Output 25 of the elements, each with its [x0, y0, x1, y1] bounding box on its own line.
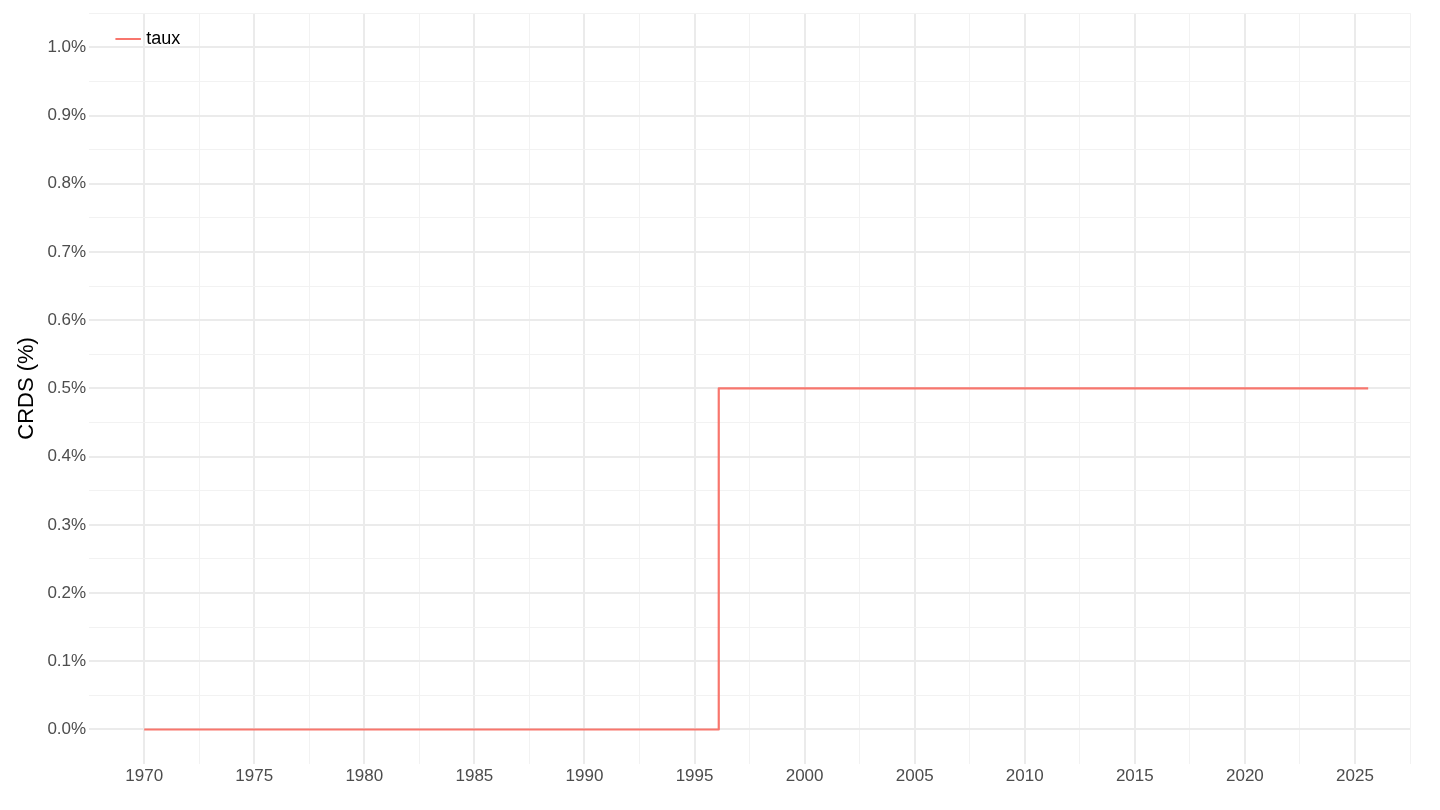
y-tick-label: 0.2% — [47, 582, 87, 602]
x-tick-label: 1985 — [455, 766, 494, 786]
y-tick-label: 0.4% — [47, 446, 87, 466]
y-tick-label: 0.3% — [47, 514, 87, 534]
x-tick-label: 1970 — [125, 766, 164, 786]
y-axis-title: CRDS (%) — [13, 337, 39, 440]
x-tick-label: 2015 — [1115, 766, 1154, 786]
legend-label: taux — [146, 27, 181, 48]
y-tick-label: 0.6% — [47, 309, 87, 329]
y-tick-label: 0.9% — [47, 105, 87, 125]
x-tick-label: 2025 — [1336, 766, 1374, 786]
y-tick-label: 0.7% — [47, 241, 87, 261]
x-tick-label: 1990 — [565, 766, 604, 786]
y-tick-label: 1.0% — [47, 37, 87, 56]
x-tick-label: 1975 — [235, 766, 274, 786]
y-tick-label: 0.0% — [47, 719, 87, 739]
x-tick-label: 1980 — [345, 766, 384, 786]
x-tick-label: 2000 — [785, 766, 824, 786]
y-tick-label: 0.1% — [47, 650, 87, 670]
y-tick-label: 0.8% — [47, 173, 87, 193]
x-tick-label: 2020 — [1225, 766, 1264, 786]
x-tick-label: 1995 — [675, 766, 714, 786]
y-tick-label: 0.5% — [47, 378, 87, 398]
x-tick-label: 2005 — [895, 766, 934, 786]
x-tick-label: 2010 — [1005, 766, 1044, 786]
